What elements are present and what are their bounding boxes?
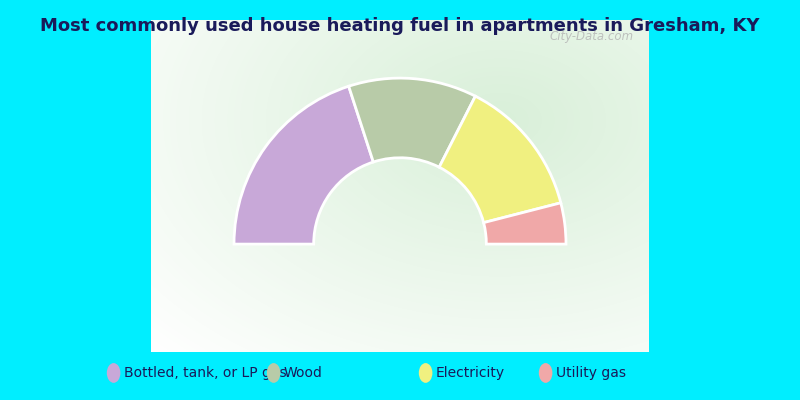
Ellipse shape [107,363,120,383]
Ellipse shape [539,363,552,383]
Text: Most commonly used house heating fuel in apartments in Gresham, KY: Most commonly used house heating fuel in… [40,17,760,35]
Text: City-Data.com: City-Data.com [550,30,634,43]
Text: Utility gas: Utility gas [556,366,626,380]
Ellipse shape [419,363,433,383]
Wedge shape [349,78,475,167]
Wedge shape [484,203,566,244]
Text: Bottled, tank, or LP gas: Bottled, tank, or LP gas [124,366,286,380]
Text: Wood: Wood [284,366,323,380]
Text: Electricity: Electricity [436,366,505,380]
Wedge shape [439,96,561,223]
Ellipse shape [266,363,280,383]
Wedge shape [234,86,374,244]
